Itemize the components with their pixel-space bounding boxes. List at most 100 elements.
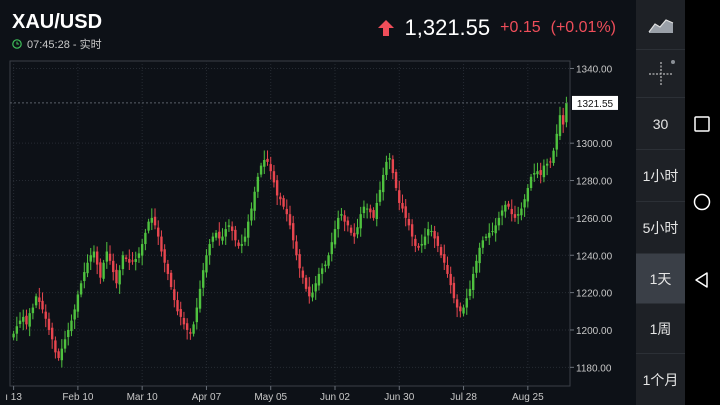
- candle-body: [340, 214, 343, 216]
- candle-body: [468, 288, 472, 296]
- candle-body: [446, 264, 449, 274]
- candle-body: [526, 188, 530, 202]
- candle-body: [227, 225, 231, 227]
- candle-body: [369, 208, 372, 213]
- timeframe-1m[interactable]: 1个月: [642, 371, 679, 388]
- candle-body: [353, 232, 356, 237]
- candle-body: [410, 224, 414, 237]
- y-tick-label: 1280.00: [576, 177, 613, 188]
- candle-body: [320, 268, 324, 274]
- candle-body: [404, 206, 407, 218]
- x-tick-label: Mar 10: [127, 392, 159, 403]
- candle-body: [128, 258, 131, 263]
- candle-body: [504, 204, 507, 212]
- candle-body: [407, 219, 411, 226]
- candle-body: [269, 164, 272, 172]
- chart-svg[interactable]: 1340.00 1300.00 1280.00 1260.00 1240.00 1220.…: [0, 56, 636, 405]
- candle-body: [15, 326, 19, 334]
- crosshair-button[interactable]: [636, 50, 685, 98]
- candle-body: [417, 245, 420, 248]
- candle-body: [115, 269, 118, 284]
- candle-body: [420, 244, 423, 246]
- candle-body: [311, 292, 314, 298]
- candle-body: [533, 173, 536, 175]
- candle-body: [189, 332, 192, 334]
- candle-body: [301, 270, 305, 278]
- y-tick-label: 1200.00: [576, 326, 613, 337]
- square-icon[interactable]: [693, 115, 711, 133]
- candle-body: [79, 283, 83, 295]
- candle-body: [292, 223, 295, 241]
- candle-body: [230, 226, 234, 231]
- candle-body: [208, 244, 211, 256]
- candle-body: [394, 171, 398, 189]
- x-tick-label: Apr 07: [192, 392, 222, 403]
- system-navbar: [685, 0, 720, 405]
- candle-body: [22, 316, 25, 322]
- candle-body: [561, 115, 565, 125]
- area-chart-icon: [648, 18, 673, 33]
- candle-body: [124, 257, 128, 259]
- y-tick-label: 1260.00: [576, 214, 613, 225]
- candle-body: [137, 253, 141, 258]
- candle-body: [50, 327, 54, 340]
- candle-body: [497, 217, 501, 226]
- timeframe-1d[interactable]: 1天: [636, 254, 685, 304]
- candle-body: [34, 296, 38, 306]
- candle-body: [523, 199, 526, 208]
- candle-body: [31, 307, 35, 314]
- crosshair-icon: [648, 59, 675, 86]
- candle-body: [430, 230, 433, 232]
- plot-frame: [9, 60, 571, 387]
- candlestick-chart[interactable]: 1340.00 1300.00 1280.00 1260.00 1240.00 1220.…: [0, 56, 636, 405]
- candle-body: [558, 115, 562, 137]
- candle-body: [452, 282, 456, 299]
- candle-body: [481, 240, 485, 248]
- candle-body: [173, 289, 176, 301]
- candle-body: [365, 208, 369, 210]
- candle-body: [471, 273, 475, 290]
- candle-body: [488, 232, 491, 238]
- candle-body: [433, 230, 436, 239]
- candle-body: [324, 264, 327, 267]
- y-tick-label: 1240.00: [576, 251, 613, 262]
- timeframe-1h[interactable]: 1小时: [636, 150, 685, 202]
- candle-body: [144, 232, 147, 245]
- candle-body: [250, 208, 253, 221]
- timeframe-5h[interactable]: 5小时: [636, 202, 685, 254]
- back-triangle-icon[interactable]: [693, 271, 711, 289]
- candle-body: [478, 247, 481, 264]
- current-price-label: 1321.55: [577, 99, 614, 110]
- candle-body: [388, 158, 391, 160]
- candle-body: [542, 165, 546, 178]
- circle-icon[interactable]: [693, 193, 711, 211]
- candle-body: [54, 340, 57, 353]
- candle-body: [349, 227, 353, 233]
- y-tick-label: 1300.00: [576, 139, 613, 150]
- area-chart-button[interactable]: [636, 0, 685, 50]
- candle-body: [179, 309, 182, 317]
- candle-body: [202, 270, 205, 288]
- candle-body: [462, 307, 465, 314]
- change-value: +0.15: [500, 19, 541, 36]
- timeframe-30[interactable]: 30: [636, 98, 685, 150]
- candle-body: [465, 298, 468, 308]
- candle-body: [362, 206, 366, 214]
- candle-body: [385, 161, 388, 175]
- candle-body: [157, 227, 160, 237]
- candle-body: [398, 190, 401, 203]
- candle-body: [327, 255, 330, 266]
- symbol-title[interactable]: XAU/USD: [12, 11, 103, 33]
- candle-body: [99, 262, 102, 278]
- candle-body: [372, 210, 375, 218]
- candle-body: [449, 273, 452, 286]
- timeframe-1w[interactable]: 1周: [636, 304, 685, 354]
- candle-body: [86, 262, 89, 274]
- candle-body: [295, 241, 298, 256]
- candle-body: [89, 255, 92, 262]
- candle-body: [70, 320, 73, 332]
- candle-body: [160, 236, 163, 252]
- candle-body: [516, 214, 520, 216]
- x-tick-label: Aug 25: [512, 392, 544, 403]
- candle-body: [112, 260, 115, 273]
